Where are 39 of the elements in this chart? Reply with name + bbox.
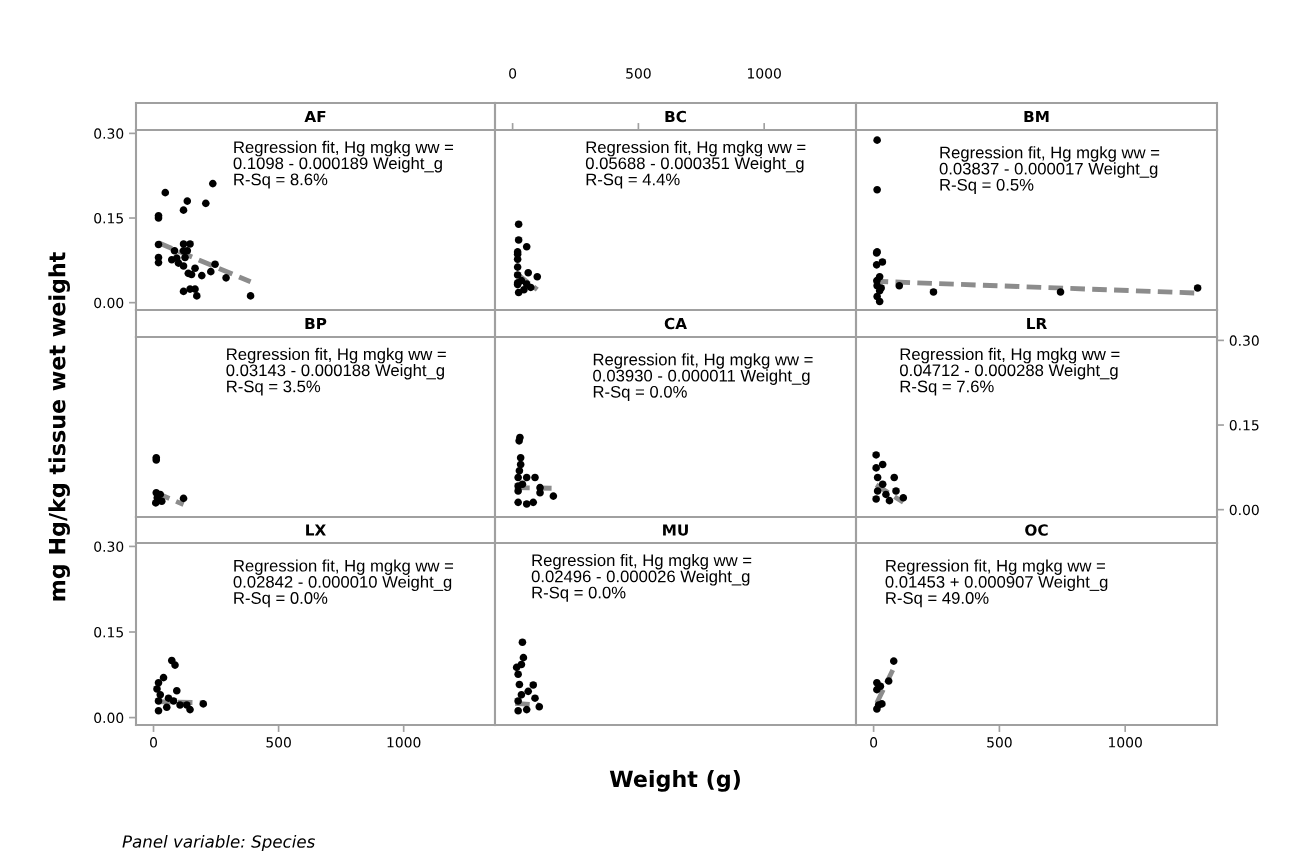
y-tick-label: 0.30 bbox=[94, 541, 124, 552]
y-tick-label: 0.15 bbox=[94, 212, 123, 224]
chart-title: OC bbox=[1025, 524, 1048, 536]
y-axis-title: mg Hg/kg tissue wet weight bbox=[48, 252, 70, 601]
x-tick-label: 0 bbox=[870, 737, 878, 748]
chart-title: BM bbox=[1024, 110, 1049, 123]
annotation: Regression fit, Hg mgkg ww = 0.03930 - 0.000011 Weight_g R-Sq = 0.0% bbox=[593, 353, 813, 402]
annotation: Regression fit, Hg mgkg ww = 0.03143 - 0.000188 Weight_g R-Sq = 3.5% bbox=[226, 347, 446, 396]
x-tick-label: 1000 bbox=[748, 68, 781, 79]
chart-title: LX bbox=[306, 524, 326, 536]
annotation: Regression fit, Hg mgkg ww = 0.02842 - 0.000010 Weight_g R-Sq = 0.0% bbox=[233, 559, 454, 608]
x-axis-title: Weight (g) bbox=[609, 770, 740, 792]
x-tick-label: 500 bbox=[987, 737, 1012, 748]
x-tick-label: 0 bbox=[509, 68, 517, 79]
annotation: Regression fit, Hg mgkg ww = 0.1098 - 0.000189 Weight_g R-Sq = 8.6% bbox=[233, 140, 454, 189]
x-tick-label: 1000 bbox=[387, 737, 421, 748]
y-tick-label: 0.30 bbox=[94, 128, 124, 139]
y-tick-label: 0.00 bbox=[1229, 504, 1259, 516]
text: Panel variable: Species bbox=[122, 834, 315, 852]
x-tick-label: 1000 bbox=[1109, 737, 1142, 748]
y-tick-label: 0.15 bbox=[1229, 419, 1259, 431]
chart-title: BP bbox=[305, 317, 327, 330]
x-tick-label: 0 bbox=[150, 737, 158, 748]
y-tick-label: 0.15 bbox=[94, 626, 123, 638]
chart-title: AF bbox=[304, 110, 326, 123]
y-tick-label: 0.00 bbox=[94, 297, 124, 309]
annotation: Regression fit, Hg mgkg ww = 0.04712 - 0.000288 Weight_g R-Sq = 7.6% bbox=[899, 347, 1120, 396]
annotation: Regression fit, Hg mgkg ww = 0.03837 - 0.000017 Weight_g R-Sq = 0.5% bbox=[939, 146, 1160, 195]
annotation: Regression fit, Hg mgkg ww = 0.01453 + 0.000907 Weight_g R-Sq = 49.0% bbox=[885, 559, 1108, 608]
y-tick-label: 0.30 bbox=[1229, 335, 1259, 346]
annotation: Regression fit, Hg mgkg ww = 0.02496 - 0.000026 Weight_g R-Sq = 0.0% bbox=[531, 553, 752, 602]
y-tick-label: 0.00 bbox=[94, 712, 124, 724]
x-tick-label: 500 bbox=[626, 68, 651, 79]
annotation: Regression fit, Hg mgkg ww = 0.05688 - 0.000351 Weight_g R-Sq = 4.4% bbox=[585, 140, 806, 189]
chart-title: CA bbox=[664, 317, 687, 330]
chart-title: BC bbox=[665, 110, 686, 123]
chart-title: LR bbox=[1027, 317, 1047, 330]
chart-title: MU bbox=[663, 524, 688, 536]
x-tick-label: 500 bbox=[266, 737, 291, 748]
